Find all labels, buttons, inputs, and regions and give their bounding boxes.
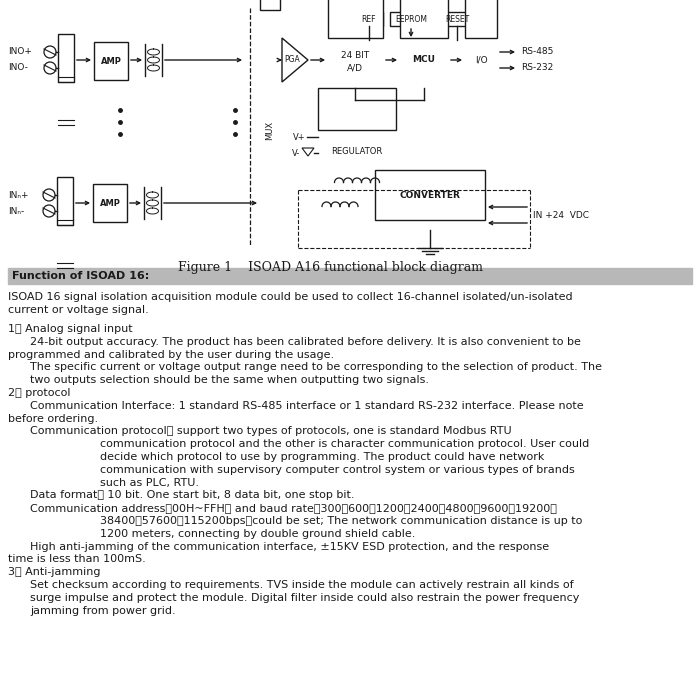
- Text: 3、 Anti-jamming: 3、 Anti-jamming: [8, 567, 101, 577]
- Text: INO-: INO-: [8, 64, 28, 73]
- Text: Set checksum according to requirements. TVS inside the module can actively restr: Set checksum according to requirements. …: [30, 580, 573, 590]
- Text: INO+: INO+: [8, 48, 32, 57]
- Bar: [390, 12, 432, 26]
- Text: AMP: AMP: [99, 199, 120, 207]
- Text: REF: REF: [362, 15, 377, 24]
- Text: RS-232: RS-232: [521, 64, 553, 73]
- Bar: [93, 184, 127, 222]
- Bar: [94, 42, 128, 80]
- Text: REGULATOR: REGULATOR: [331, 146, 383, 155]
- Text: Function of ISOAD 16:: Function of ISOAD 16:: [12, 271, 149, 281]
- Text: Communication protocol： support two types of protocols, one is standard Modbus R: Communication protocol： support two type…: [30, 426, 512, 436]
- Text: MCU: MCU: [412, 55, 435, 64]
- Text: INₙ+: INₙ+: [8, 190, 29, 199]
- Text: Data format： 10 bit. One start bit, 8 data bit, one stop bit.: Data format： 10 bit. One start bit, 8 da…: [30, 491, 354, 500]
- Text: Communication Interface: 1 standard RS-485 interface or 1 standard RS-232 interf: Communication Interface: 1 standard RS-4…: [30, 401, 584, 411]
- Text: decide which protocol to use by programming. The product could have network: decide which protocol to use by programm…: [100, 452, 545, 462]
- Text: surge impulse and protect the module. Digital filter inside could also restrain : surge impulse and protect the module. Di…: [30, 593, 580, 603]
- Text: A/D: A/D: [347, 64, 363, 73]
- Text: time is less than 100mS.: time is less than 100mS.: [8, 554, 146, 564]
- Text: programmed and calibrated by the user during the usage.: programmed and calibrated by the user du…: [8, 349, 334, 360]
- Polygon shape: [282, 38, 308, 82]
- Text: two outputs selection should be the same when outputting two signals.: two outputs selection should be the same…: [30, 375, 429, 385]
- Text: The specific current or voltage output range need to be corresponding to the sel: The specific current or voltage output r…: [30, 363, 602, 372]
- Text: 1200 meters, connecting by double ground shield cable.: 1200 meters, connecting by double ground…: [100, 528, 415, 539]
- Bar: [465, 0, 497, 38]
- Text: 2、 protocol: 2、 protocol: [8, 388, 71, 398]
- Text: ISOAD 16 signal isolation acquisition module could be used to collect 16-channel: ISOAD 16 signal isolation acquisition mo…: [8, 292, 573, 302]
- Text: High anti-jamming of the communication interface, ±15KV ESD protection, and the : High anti-jamming of the communication i…: [30, 542, 549, 552]
- Text: 24 BIT: 24 BIT: [341, 52, 369, 60]
- Bar: [8, 268, 692, 284]
- Text: 24-bit output accuracy. The product has been calibrated before delivery. It is a: 24-bit output accuracy. The product has …: [30, 337, 581, 346]
- Text: CONVERTER: CONVERTER: [400, 190, 461, 199]
- Text: PGA: PGA: [284, 55, 300, 64]
- Text: jamming from power grid.: jamming from power grid.: [30, 606, 176, 615]
- Text: IN +24  VDC: IN +24 VDC: [533, 211, 589, 220]
- Bar: [328, 0, 383, 38]
- Bar: [57, 177, 73, 225]
- Text: MUX: MUX: [265, 120, 274, 139]
- Text: AMP: AMP: [101, 57, 121, 66]
- Text: 38400、57600、115200bps）could be set; The network communication distance is up to: 38400、57600、115200bps）could be set; The …: [100, 516, 582, 526]
- Text: communication protocol and the other is character communication protocol. User c: communication protocol and the other is …: [100, 439, 589, 449]
- Bar: [355, 12, 383, 26]
- Text: RS-485: RS-485: [521, 48, 554, 57]
- Text: RESET: RESET: [445, 15, 469, 24]
- Bar: [58, 34, 74, 82]
- Text: V-: V-: [292, 148, 300, 158]
- Text: before ordering.: before ordering.: [8, 414, 98, 424]
- Polygon shape: [302, 148, 314, 156]
- Text: 1、 Analog signal input: 1、 Analog signal input: [8, 324, 132, 334]
- Bar: [260, 0, 280, 10]
- Bar: [375, 170, 485, 220]
- Text: EEPROM: EEPROM: [395, 15, 427, 24]
- Text: communication with supervisory computer control system or various types of brand: communication with supervisory computer …: [100, 465, 575, 475]
- Text: such as PLC, RTU.: such as PLC, RTU.: [100, 477, 199, 488]
- Bar: [318, 88, 396, 130]
- Text: Figure 1    ISOAD A16 functional block diagram: Figure 1 ISOAD A16 functional block diag…: [178, 262, 482, 274]
- Text: INₙ-: INₙ-: [8, 206, 25, 216]
- Text: I/O: I/O: [475, 55, 487, 64]
- Text: V+: V+: [293, 132, 306, 141]
- Text: Communication address（00H~FFH） and baud rate（300、600、1200、2400、4800、9600、19200、: Communication address（00H~FFH） and baud …: [30, 503, 557, 513]
- Text: current or voltage signal.: current or voltage signal.: [8, 304, 148, 315]
- Bar: [440, 12, 475, 26]
- Bar: [400, 0, 448, 38]
